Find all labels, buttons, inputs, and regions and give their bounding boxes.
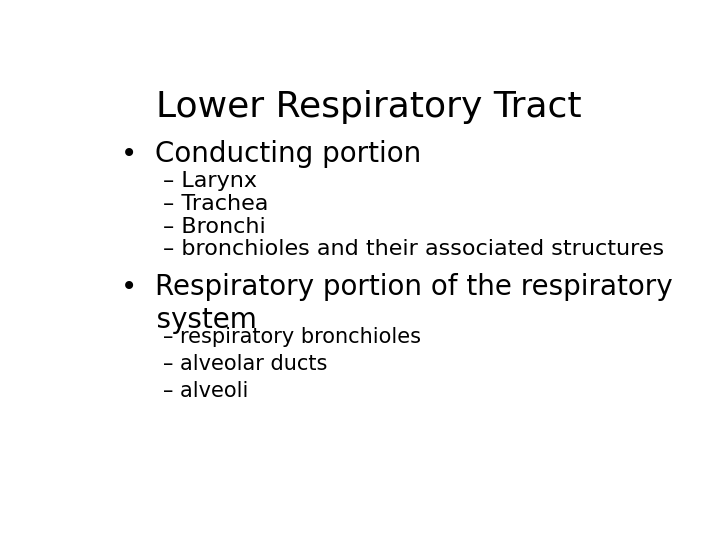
Text: – Bronchi: – Bronchi [163,217,265,237]
Text: – Trachea: – Trachea [163,194,268,214]
Text: – alveolar ducts: – alveolar ducts [163,354,327,374]
Text: •  Conducting portion: • Conducting portion [121,140,421,167]
Text: •  Respiratory portion of the respiratory
    system: • Respiratory portion of the respiratory… [121,273,672,334]
Text: Lower Respiratory Tract: Lower Respiratory Tract [156,90,582,124]
Text: – respiratory bronchioles: – respiratory bronchioles [163,327,420,347]
Text: – bronchioles and their associated structures: – bronchioles and their associated struc… [163,239,664,259]
Text: – alveoli: – alveoli [163,381,248,401]
Text: – Larynx: – Larynx [163,171,256,191]
